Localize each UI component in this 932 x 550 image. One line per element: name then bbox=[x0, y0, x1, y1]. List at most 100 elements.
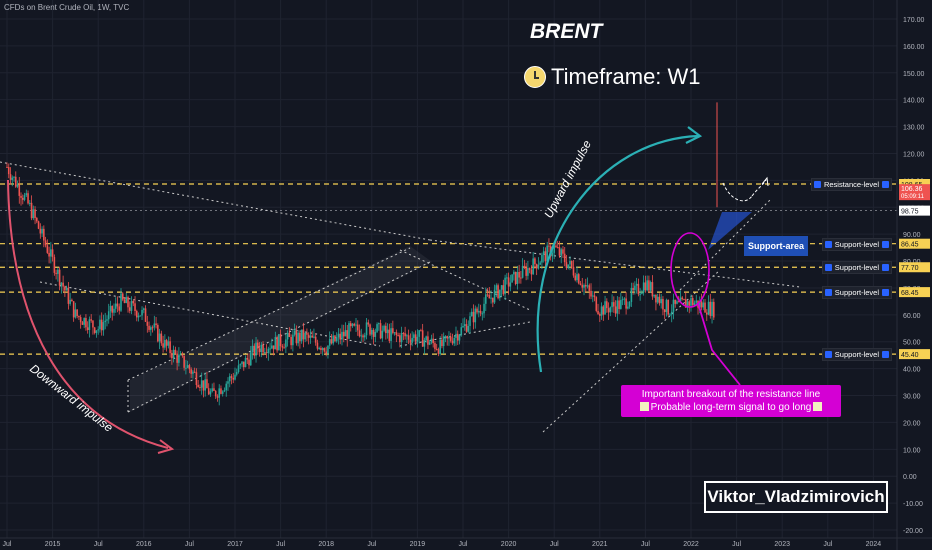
level-label-text: Support-level bbox=[834, 263, 879, 273]
candle-body bbox=[611, 302, 613, 308]
candle-body bbox=[558, 247, 561, 256]
candle-body bbox=[241, 361, 243, 365]
candle-body bbox=[456, 333, 459, 341]
trendline bbox=[0, 161, 431, 241]
candle-body bbox=[9, 174, 12, 180]
candle-body bbox=[297, 332, 299, 344]
level-label: Resistance-level bbox=[810, 177, 892, 191]
candle-body bbox=[50, 249, 52, 257]
info-icon bbox=[882, 180, 889, 188]
candle-body bbox=[248, 359, 250, 366]
candle-body bbox=[423, 340, 426, 347]
candle-body bbox=[363, 335, 366, 338]
candle-body bbox=[693, 302, 696, 306]
info-icon bbox=[882, 240, 889, 248]
candle-body bbox=[583, 285, 585, 288]
info-icon bbox=[824, 240, 832, 248]
candle-body bbox=[704, 302, 706, 313]
candle-body bbox=[257, 342, 259, 349]
x-tick-label: 2020 bbox=[501, 541, 517, 548]
candle-body bbox=[279, 334, 282, 347]
candle-body bbox=[337, 333, 340, 338]
candle-body bbox=[358, 330, 361, 337]
candle-body bbox=[328, 339, 331, 346]
projection-arrowhead bbox=[761, 176, 769, 187]
candle-body bbox=[711, 301, 713, 316]
candle-body bbox=[365, 322, 368, 336]
check-icon bbox=[813, 402, 823, 411]
candle-body bbox=[325, 351, 327, 354]
y-tick-label: 120.00 bbox=[903, 151, 925, 158]
candle-body bbox=[199, 386, 201, 388]
candle-body bbox=[11, 177, 14, 180]
clock-icon bbox=[524, 66, 546, 88]
trendlines bbox=[0, 161, 801, 433]
candle-body bbox=[527, 268, 529, 276]
x-axis[interactable]: Jul 2015 Jul 2016 Jul 2017 Jul 2018 Jul 2019 Jul 20… bbox=[0, 537, 932, 548]
candle-body bbox=[69, 299, 71, 304]
candle-body bbox=[239, 364, 242, 366]
candle-body bbox=[165, 339, 168, 346]
candle-body bbox=[157, 325, 159, 342]
candle-body bbox=[132, 301, 135, 304]
candle-body bbox=[418, 330, 420, 337]
candle-body bbox=[588, 285, 591, 291]
candle-body bbox=[44, 240, 47, 246]
candle-body bbox=[255, 342, 257, 356]
candle-body bbox=[146, 321, 149, 326]
candle-body bbox=[150, 327, 152, 330]
y-tick-label: 170.00 bbox=[903, 17, 925, 24]
trendline bbox=[127, 247, 411, 381]
candle-body bbox=[179, 354, 182, 356]
projection-path bbox=[722, 182, 753, 202]
y-tick-label: 10.00 bbox=[903, 447, 921, 454]
candle-body bbox=[121, 293, 124, 300]
candle-body bbox=[20, 195, 22, 198]
candle-body bbox=[260, 344, 263, 353]
level-label-text: Support-level bbox=[834, 239, 879, 249]
candle-body bbox=[628, 301, 631, 307]
horizontal-levels bbox=[0, 183, 897, 355]
candle-body bbox=[300, 329, 303, 342]
candle-body bbox=[16, 184, 19, 187]
candle-body bbox=[193, 371, 196, 373]
x-tick-label: Jul bbox=[367, 541, 376, 548]
candle-body bbox=[65, 287, 68, 291]
candle-body bbox=[477, 310, 480, 313]
candle-body bbox=[309, 335, 312, 338]
level-price-text: 77.70 bbox=[901, 265, 919, 272]
candle-body bbox=[372, 329, 375, 337]
level-label-text: Support-level bbox=[834, 288, 879, 298]
y-axis[interactable]: 170.00160.00150.00140.00130.00120.00110.… bbox=[896, 0, 930, 550]
candle-body bbox=[530, 269, 533, 275]
candle-body bbox=[620, 300, 622, 309]
candle-body bbox=[499, 289, 501, 299]
level-label: Support-level bbox=[821, 286, 892, 300]
candle-body bbox=[130, 301, 133, 311]
candle-body bbox=[632, 287, 634, 291]
x-tick-label: Jul bbox=[459, 541, 468, 548]
candle-body bbox=[148, 325, 150, 330]
candle-body bbox=[618, 300, 620, 309]
candle-body bbox=[414, 334, 417, 342]
y-tick-label: -20.00 bbox=[903, 528, 923, 535]
candle-body bbox=[97, 329, 99, 331]
candle-body bbox=[93, 327, 96, 333]
candle-body bbox=[435, 348, 438, 350]
candle-body bbox=[691, 298, 694, 306]
level-price-text: 68.45 bbox=[901, 290, 919, 297]
candle-body bbox=[686, 301, 689, 308]
support-area-shape bbox=[708, 212, 752, 250]
candle-body bbox=[399, 335, 401, 343]
candle-body bbox=[621, 299, 624, 301]
x-tick-label: 2016 bbox=[136, 541, 152, 548]
trendline bbox=[399, 249, 531, 311]
candle-body bbox=[172, 349, 175, 359]
candle-body bbox=[186, 365, 189, 368]
candle-body bbox=[32, 209, 35, 219]
candle-body bbox=[353, 323, 356, 326]
candle-body bbox=[407, 335, 410, 340]
candle-body bbox=[41, 228, 43, 234]
candle-body bbox=[39, 228, 42, 234]
